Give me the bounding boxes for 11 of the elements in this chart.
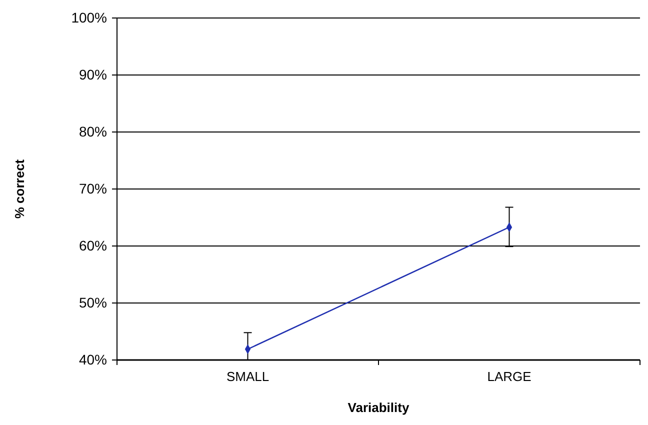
x-axis-title: Variability (348, 400, 410, 415)
y-tick-label: 70% (78, 180, 107, 196)
y-tick-label: 80% (78, 123, 107, 140)
y-tick-label: 50% (78, 294, 107, 310)
x-tick-label: LARGE (487, 369, 532, 384)
y-tick-label: 90% (78, 66, 107, 82)
x-tick-label: SMALL (226, 369, 270, 384)
y-axis-title: % correct (12, 158, 27, 219)
y-tick-label: 100% (71, 9, 107, 26)
y-tick-label: 40% (78, 351, 107, 368)
y-tick-label: 60% (78, 237, 107, 254)
